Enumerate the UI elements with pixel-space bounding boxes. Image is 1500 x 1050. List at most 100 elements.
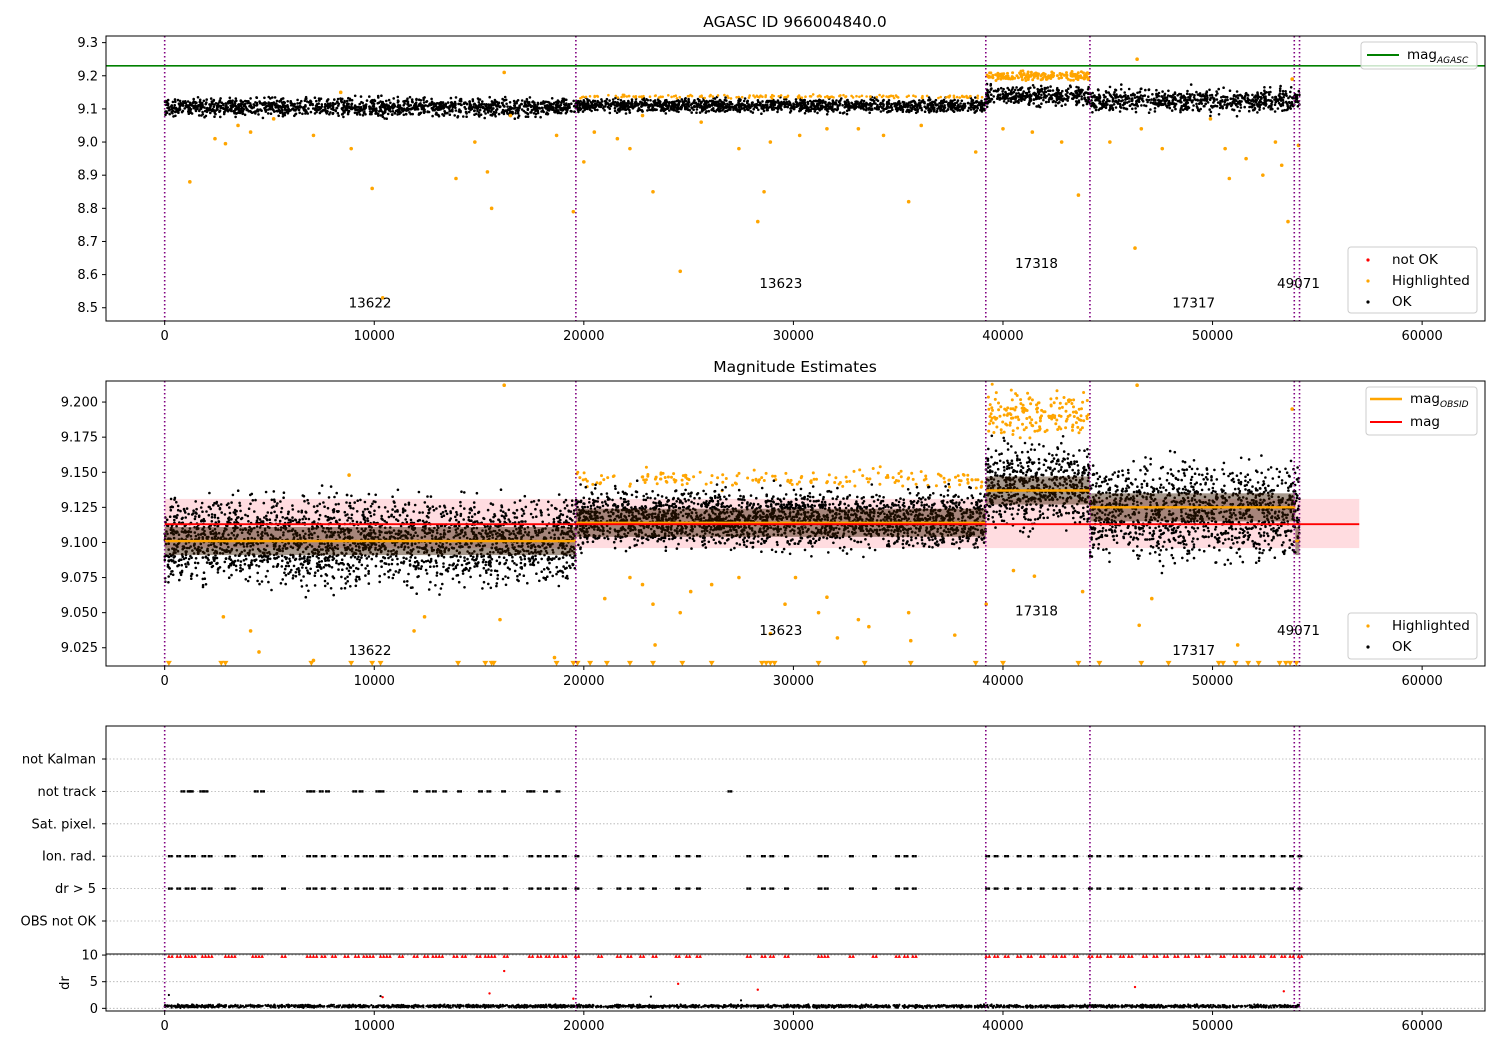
ok-point bbox=[1105, 91, 1108, 94]
highlighted-outlier bbox=[338, 90, 343, 95]
ok-point bbox=[414, 101, 418, 104]
obsid-annotation: 13622 bbox=[349, 296, 392, 312]
highlighted-point bbox=[1072, 398, 1076, 402]
ok-point bbox=[1060, 104, 1064, 108]
highlighted-point bbox=[956, 474, 960, 478]
ok-point bbox=[939, 102, 942, 105]
ok-point bbox=[800, 106, 803, 109]
highlighted-point bbox=[582, 471, 586, 475]
ok-point bbox=[1200, 102, 1204, 105]
ok-point bbox=[178, 99, 182, 103]
highlighted-point bbox=[654, 476, 658, 480]
ok-point bbox=[1136, 104, 1139, 108]
highlighted-point bbox=[911, 477, 915, 481]
highlighted-point bbox=[892, 96, 896, 100]
ok-point bbox=[668, 101, 671, 105]
y-tick-label: 8.5 bbox=[77, 301, 98, 316]
ok-point bbox=[351, 564, 355, 567]
ok-point bbox=[1044, 86, 1047, 90]
highlighted-point bbox=[914, 482, 918, 486]
ok-point bbox=[829, 106, 832, 110]
ok-point bbox=[932, 103, 935, 107]
highlighted-point bbox=[1055, 389, 1059, 393]
highlighted-point bbox=[827, 473, 831, 477]
ok-point bbox=[661, 106, 664, 109]
ok-point bbox=[181, 104, 185, 107]
ok-point bbox=[1147, 88, 1151, 91]
highlighted-point bbox=[627, 94, 631, 98]
ok-point bbox=[1127, 87, 1131, 91]
ok-point bbox=[360, 527, 364, 531]
ok-point bbox=[1233, 93, 1236, 97]
ok-point bbox=[467, 110, 471, 114]
ok-point bbox=[1203, 99, 1206, 102]
ok-point bbox=[370, 112, 373, 116]
ok-point bbox=[1085, 102, 1089, 106]
ok-point bbox=[234, 97, 238, 100]
highlighted-point bbox=[996, 77, 1000, 81]
highlighted-point bbox=[823, 95, 827, 99]
highlighted-point bbox=[622, 93, 626, 97]
ok-point bbox=[1108, 85, 1112, 89]
highlighted-point bbox=[865, 95, 868, 98]
ok-point bbox=[468, 551, 471, 555]
ok-point bbox=[679, 107, 683, 111]
highlighted-outlier bbox=[1108, 140, 1112, 144]
ok-point bbox=[268, 107, 272, 110]
ok-point bbox=[1239, 103, 1242, 106]
highlighted-point bbox=[957, 479, 961, 482]
ok-point bbox=[1125, 101, 1129, 104]
ok-point bbox=[320, 574, 323, 578]
ok-point bbox=[803, 98, 806, 102]
ok-point bbox=[218, 99, 222, 102]
ok-point bbox=[1130, 93, 1133, 97]
ok-point bbox=[613, 106, 617, 110]
highlighted-point bbox=[955, 95, 959, 99]
ok-point bbox=[326, 103, 330, 106]
ok-point bbox=[442, 529, 446, 532]
ok-point bbox=[1139, 94, 1143, 97]
ok-point bbox=[189, 111, 192, 114]
ok-point bbox=[1172, 93, 1175, 97]
ok-point bbox=[1015, 86, 1018, 89]
ok-point bbox=[177, 111, 180, 114]
highlighted-point bbox=[1076, 78, 1080, 82]
highlighted-point bbox=[786, 94, 790, 98]
ok-point bbox=[1222, 86, 1225, 89]
legend-swatch-highlighted bbox=[1366, 279, 1370, 283]
ok-point bbox=[975, 100, 979, 104]
ok-point bbox=[843, 111, 846, 114]
ok-point bbox=[584, 103, 588, 107]
ok-point bbox=[217, 504, 220, 508]
ok-point bbox=[541, 106, 544, 110]
ok-point bbox=[465, 102, 469, 106]
highlighted-point bbox=[997, 408, 1001, 412]
ok-point bbox=[223, 110, 226, 114]
x-tick-label: 10000 bbox=[354, 329, 395, 344]
ok-point bbox=[274, 105, 278, 109]
highlighted-point bbox=[659, 472, 663, 476]
ok-point bbox=[504, 109, 508, 112]
ok-point bbox=[581, 102, 584, 106]
ok-point bbox=[534, 112, 538, 116]
ok-point bbox=[1027, 90, 1031, 93]
ok-point bbox=[525, 97, 529, 101]
ok-point bbox=[1283, 108, 1286, 112]
ok-point bbox=[415, 98, 418, 102]
ok-point bbox=[769, 99, 773, 103]
highlighted-point bbox=[685, 477, 689, 481]
highlighted-point bbox=[800, 96, 804, 99]
ok-point bbox=[703, 102, 706, 106]
ok-point bbox=[1067, 87, 1070, 91]
ok-point bbox=[766, 108, 769, 112]
ok-point bbox=[1249, 105, 1253, 108]
ok-point bbox=[263, 106, 266, 110]
ok-point bbox=[865, 106, 868, 110]
ok-point bbox=[953, 102, 957, 105]
ok-point bbox=[249, 97, 252, 100]
ok-point bbox=[298, 533, 302, 537]
ok-point bbox=[906, 105, 910, 109]
ok-point bbox=[914, 107, 917, 111]
ok-point bbox=[269, 112, 273, 115]
ok-point bbox=[475, 112, 478, 116]
